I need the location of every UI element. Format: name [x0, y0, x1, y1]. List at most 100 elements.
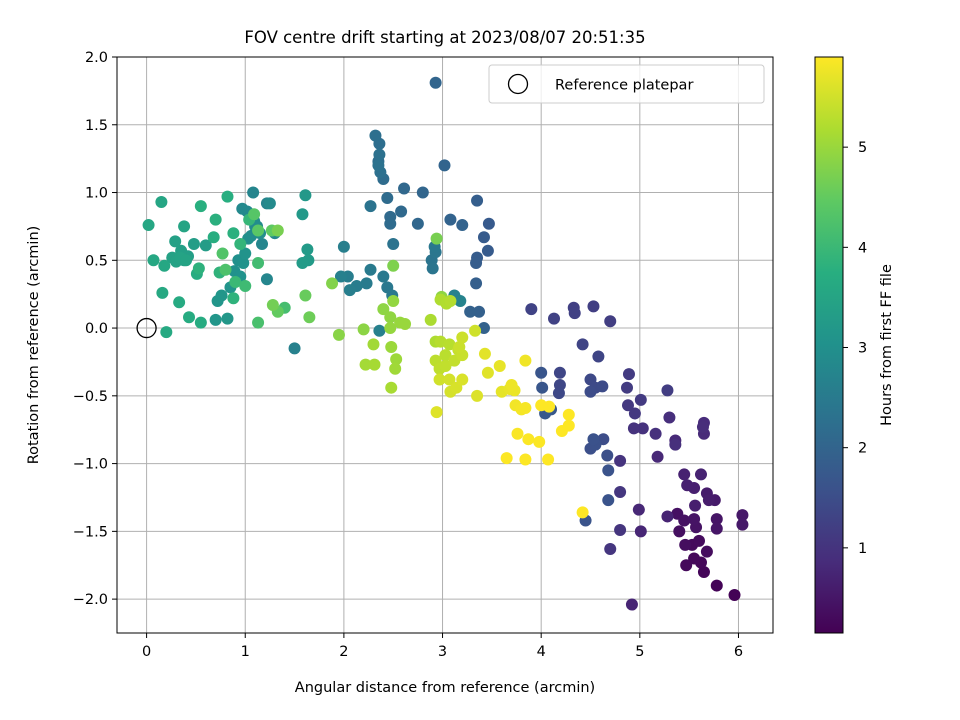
data-point — [169, 235, 182, 248]
data-point — [332, 328, 345, 341]
data-point — [576, 506, 589, 519]
data-point — [173, 296, 186, 309]
chart-title: FOV centre drift starting at 2023/08/07 … — [244, 28, 645, 47]
data-point — [199, 239, 212, 252]
colorbar-tick-label: 5 — [858, 140, 867, 156]
y-tick-label: −0.5 — [73, 389, 108, 405]
data-points — [142, 76, 749, 611]
data-point — [478, 347, 491, 360]
data-point — [156, 286, 169, 299]
colorbar-gradient — [814, 56, 844, 634]
data-point — [326, 277, 339, 290]
data-point — [453, 341, 466, 354]
data-point — [519, 402, 532, 415]
data-point — [542, 453, 555, 466]
data-point — [247, 186, 260, 199]
data-point — [236, 202, 249, 215]
data-point — [299, 289, 312, 302]
colorbar: 1 2 3 4 5 Hours from first FF file — [814, 56, 895, 634]
data-point — [142, 219, 155, 232]
data-point — [303, 311, 316, 324]
data-point — [187, 238, 200, 251]
data-point — [473, 305, 486, 318]
data-point — [511, 427, 524, 440]
data-point — [385, 381, 398, 394]
data-point — [688, 513, 701, 526]
data-point — [456, 219, 469, 232]
data-point — [604, 542, 617, 555]
y-tick-label: 2.0 — [85, 50, 108, 66]
data-point — [192, 262, 205, 275]
data-point — [470, 257, 483, 270]
y-tick-label: −1.0 — [73, 457, 108, 473]
data-point — [426, 262, 439, 275]
y-tick-label: 1.5 — [85, 118, 108, 134]
data-point — [395, 205, 408, 218]
data-point — [399, 317, 412, 330]
data-point — [700, 545, 713, 558]
data-point — [592, 350, 605, 363]
data-point — [180, 254, 193, 267]
colorbar-tick-label: 1 — [858, 541, 867, 557]
data-point — [680, 559, 693, 572]
data-point — [288, 342, 301, 355]
data-point — [227, 292, 240, 305]
data-point — [299, 189, 312, 202]
data-point — [673, 525, 686, 538]
data-point — [587, 433, 600, 446]
data-point — [634, 393, 647, 406]
data-point — [384, 217, 397, 230]
legend: Reference platepar — [488, 64, 765, 104]
data-point — [416, 186, 429, 199]
data-point — [669, 438, 682, 451]
data-point — [678, 468, 691, 481]
data-point — [736, 518, 749, 531]
data-point — [628, 407, 641, 420]
data-point — [260, 273, 273, 286]
data-point — [500, 452, 513, 465]
data-point — [679, 538, 692, 551]
data-point — [614, 523, 627, 536]
data-point — [697, 566, 710, 579]
data-point — [689, 499, 702, 512]
data-point — [357, 323, 370, 336]
data-point — [194, 316, 207, 329]
data-point — [229, 275, 242, 288]
data-point — [384, 322, 397, 335]
data-point — [296, 208, 309, 221]
data-point — [430, 232, 443, 245]
data-point — [481, 244, 494, 257]
data-point — [227, 227, 240, 240]
data-point — [621, 381, 634, 394]
data-point — [221, 312, 234, 325]
y-tick-label: 0.5 — [85, 253, 108, 269]
y-tick-label: −1.5 — [73, 524, 108, 540]
x-axis-label: Angular distance from reference (arcmin) — [295, 680, 595, 696]
y-tick-label: 1.0 — [85, 186, 108, 202]
data-point — [209, 313, 222, 326]
data-point — [681, 479, 694, 492]
data-point — [385, 341, 398, 354]
data-point — [627, 422, 640, 435]
data-point — [568, 307, 581, 320]
data-point — [372, 159, 385, 172]
data-point — [160, 326, 173, 339]
data-point — [377, 270, 390, 283]
y-axis-label: Rotation from reference (arcmin) — [26, 226, 42, 465]
grid-lines — [117, 56, 773, 633]
data-point — [614, 454, 627, 467]
data-point — [444, 294, 457, 307]
data-point — [525, 303, 538, 316]
x-tick-label: 2 — [339, 644, 348, 660]
data-point — [621, 399, 634, 412]
data-point — [301, 243, 314, 256]
data-point — [334, 270, 347, 283]
data-point — [237, 257, 250, 270]
data-point — [464, 305, 477, 318]
x-tick-label: 4 — [537, 644, 546, 660]
data-point — [155, 196, 168, 209]
data-point — [389, 362, 402, 375]
data-point — [584, 385, 597, 398]
data-point — [221, 190, 234, 203]
data-point — [710, 522, 723, 535]
